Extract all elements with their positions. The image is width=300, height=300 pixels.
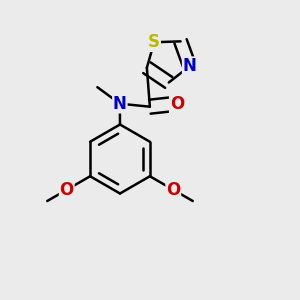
Text: O: O <box>170 95 184 113</box>
Text: O: O <box>166 181 180 199</box>
Text: N: N <box>113 95 127 113</box>
Text: N: N <box>183 57 196 75</box>
Text: S: S <box>148 33 160 51</box>
Text: O: O <box>60 181 74 199</box>
